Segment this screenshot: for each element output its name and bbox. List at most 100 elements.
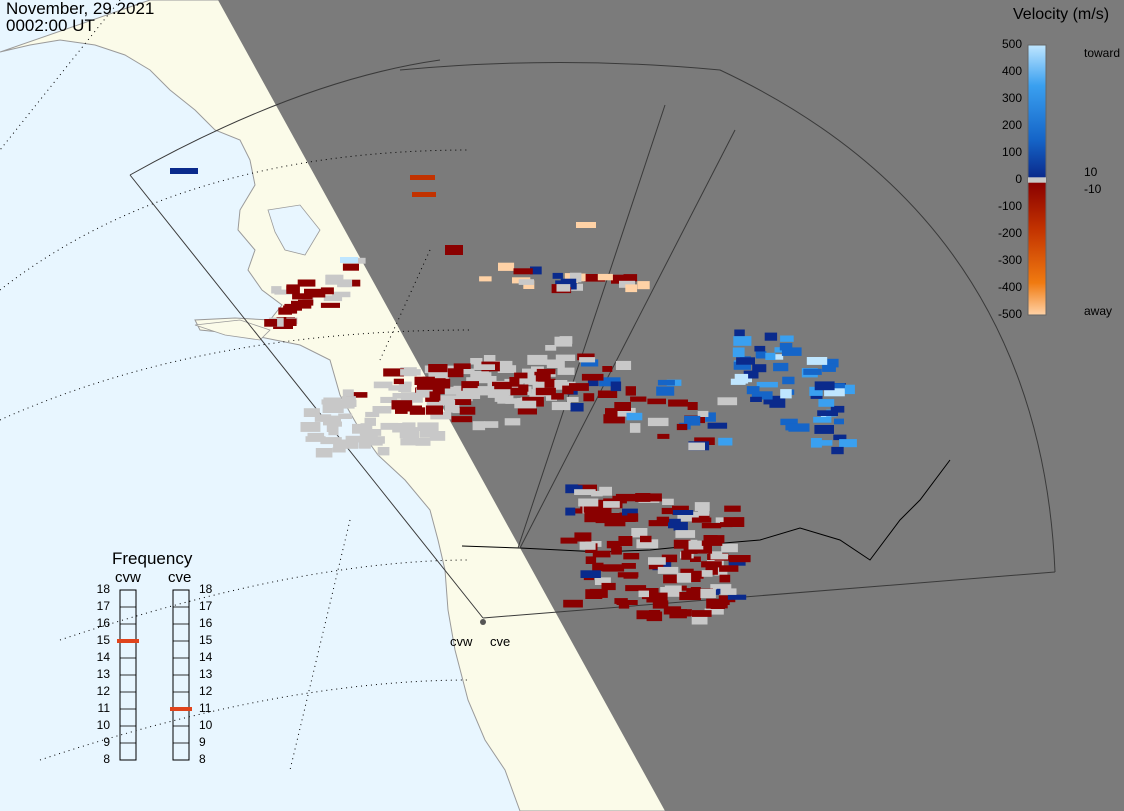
scatter-cell — [648, 520, 670, 527]
scatter-cell — [577, 484, 597, 494]
scatter-cell — [440, 395, 453, 406]
scatter-cell — [625, 284, 638, 293]
scatter-cell — [727, 594, 747, 600]
scatter-cell — [688, 442, 705, 451]
colorbar-neg-threshold-label: -10 — [1084, 182, 1102, 196]
scatter-cell — [518, 279, 534, 285]
scatter-cell — [780, 389, 792, 399]
scatter-cell — [720, 588, 737, 595]
scatter-cell — [570, 403, 584, 412]
scatter-cell — [627, 513, 639, 522]
scatter-cell — [584, 509, 597, 518]
scatter-cell — [779, 342, 793, 351]
scatter-cell — [625, 386, 636, 396]
scatter-cell — [623, 573, 638, 579]
scatter-cell — [498, 262, 515, 271]
scatter-cell — [764, 332, 778, 341]
frequency-tick-label: 17 — [199, 599, 213, 613]
scatter-cell — [392, 423, 412, 433]
scatter-cell — [551, 401, 571, 411]
frequency-panel — [117, 589, 192, 761]
scatter-cell — [780, 418, 798, 426]
scatter-cell — [626, 412, 643, 421]
scatter-cell — [429, 391, 441, 401]
scatter-cell — [680, 568, 694, 575]
colorbar-ground-scatter-band — [1028, 177, 1046, 183]
frequency-tick-label: 12 — [96, 684, 110, 698]
scatter-cell — [303, 408, 320, 417]
scatter-cell — [712, 551, 723, 559]
scatter-cell — [661, 507, 682, 515]
scatter-cell — [752, 364, 767, 373]
scatter-cell — [684, 415, 701, 426]
scatter-cell — [581, 373, 604, 381]
scatter-cell — [705, 412, 716, 422]
scatter-cell — [719, 574, 731, 583]
scatter-cell — [480, 372, 492, 378]
scatter-cell — [314, 414, 332, 422]
scatter-cell — [617, 407, 636, 417]
scatter-cell — [728, 555, 751, 563]
scatter-cell — [700, 588, 716, 599]
scatter-cell — [419, 430, 436, 438]
colorbar-away-label: away — [1084, 304, 1113, 318]
colorbar-tick-label: -500 — [997, 307, 1022, 321]
scatter-cell — [579, 357, 596, 363]
scatter-cell — [694, 437, 715, 445]
scatter-cell — [527, 354, 548, 365]
scatter-cell — [400, 369, 421, 376]
scatter-cell — [560, 537, 578, 544]
scatter-cell — [323, 295, 343, 302]
scatter-cell — [284, 318, 297, 326]
scatter-cell — [372, 406, 392, 414]
scatter-cell — [373, 381, 393, 389]
frequency-tick-label: 13 — [96, 667, 110, 681]
scatter-cell — [719, 565, 739, 572]
scatter-cell — [657, 566, 679, 574]
scatter-cell — [663, 606, 682, 615]
scatter-cell — [546, 359, 565, 368]
scatter-cell — [690, 587, 701, 593]
scatter-cell — [736, 357, 755, 365]
scatter-cell — [734, 329, 745, 337]
scatter-cell — [663, 574, 678, 584]
scatter-cell — [643, 588, 659, 595]
scatter-cell — [334, 442, 357, 449]
scatter-cell — [364, 417, 376, 426]
scatter-cell — [822, 363, 836, 372]
fov-beam-boundary — [519, 129, 736, 549]
scatter-cell — [601, 582, 616, 591]
scatter-cell — [697, 410, 709, 417]
scatter-cell — [589, 588, 608, 598]
scatter-cell — [537, 378, 556, 388]
scatter-cell — [683, 547, 698, 554]
scatter-cell — [581, 359, 599, 367]
scatter-cell — [274, 289, 293, 295]
scatter-cell — [690, 556, 701, 562]
scatter-cell — [614, 402, 631, 411]
scatter-cell — [360, 423, 373, 433]
scatter-cell — [780, 335, 794, 342]
scatter-cell — [377, 447, 390, 456]
frequency-tick-label: 16 — [96, 616, 110, 630]
scatter-cell — [304, 288, 326, 298]
scatter-cell — [400, 392, 422, 402]
scatter-cell — [591, 490, 603, 497]
scatter-cell — [332, 291, 351, 298]
scatter-cell — [831, 446, 844, 455]
scatter-cell — [428, 369, 448, 379]
scatter-cell — [824, 388, 845, 397]
scatter-cell — [298, 299, 314, 306]
scatter-cell — [320, 437, 342, 445]
scatter-cell — [320, 302, 340, 308]
scatter-cell — [603, 501, 620, 508]
scatter-cell — [552, 272, 563, 279]
scatter-cell — [569, 383, 589, 391]
frequency-radar-label-cvw: cvw — [115, 569, 141, 586]
scatter-cell — [675, 530, 696, 538]
scatter-cell — [412, 192, 436, 197]
scatter-cell — [359, 429, 382, 436]
scatter-cell — [602, 366, 613, 372]
scatter-cell — [806, 357, 828, 365]
scatter-cell — [426, 400, 445, 406]
